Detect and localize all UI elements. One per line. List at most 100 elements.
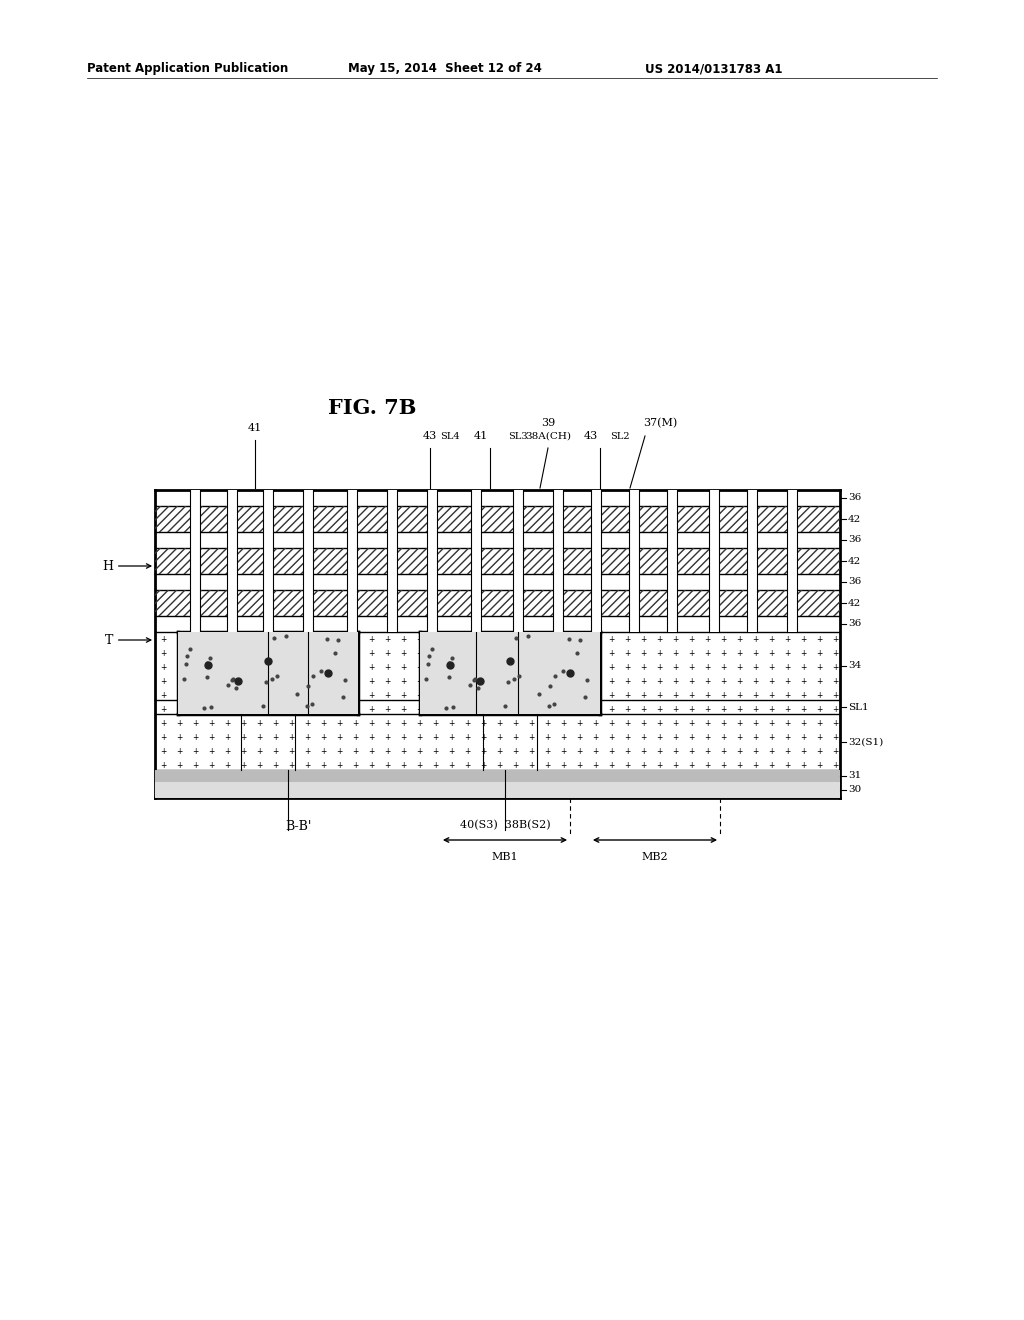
Text: +: +: [672, 734, 678, 742]
Text: +: +: [399, 649, 407, 659]
Point: [577, 686, 593, 708]
Point: [178, 653, 195, 675]
Text: +: +: [288, 747, 294, 756]
Text: +: +: [399, 705, 407, 714]
Text: +: +: [352, 677, 358, 686]
Text: +: +: [319, 747, 327, 756]
Text: +: +: [384, 664, 390, 672]
Text: +: +: [831, 664, 839, 672]
Point: [278, 626, 294, 647]
Text: +: +: [640, 649, 646, 659]
Text: +: +: [800, 719, 806, 729]
Text: +: +: [160, 762, 166, 771]
Text: +: +: [816, 649, 822, 659]
Text: +: +: [319, 734, 327, 742]
Text: +: +: [496, 747, 502, 756]
Text: +: +: [240, 719, 246, 729]
Text: +: +: [752, 762, 758, 771]
Text: +: +: [736, 762, 742, 771]
Text: +: +: [416, 635, 422, 644]
Text: +: +: [208, 719, 214, 729]
Text: +: +: [672, 635, 678, 644]
Text: +: +: [800, 734, 806, 742]
Text: +: +: [176, 705, 182, 714]
Text: 43: 43: [423, 432, 437, 441]
Text: +: +: [384, 635, 390, 644]
Text: +: +: [336, 734, 342, 742]
Text: +: +: [496, 762, 502, 771]
Text: +: +: [831, 692, 839, 701]
Text: +: +: [368, 705, 374, 714]
Text: +: +: [512, 734, 518, 742]
Text: May 15, 2014  Sheet 12 of 24: May 15, 2014 Sheet 12 of 24: [348, 62, 542, 75]
Text: +: +: [384, 705, 390, 714]
Text: +: +: [575, 762, 583, 771]
Text: +: +: [352, 664, 358, 672]
Text: +: +: [560, 719, 566, 729]
Text: +: +: [720, 649, 726, 659]
Bar: [227, 490, 237, 632]
Text: +: +: [560, 747, 566, 756]
Text: +: +: [496, 719, 502, 729]
Text: +: +: [720, 747, 726, 756]
Text: +: +: [800, 692, 806, 701]
Text: +: +: [831, 719, 839, 729]
Point: [263, 668, 280, 689]
Text: +: +: [352, 705, 358, 714]
Text: +: +: [480, 762, 486, 771]
Text: Patent Application Publication: Patent Application Publication: [87, 62, 288, 75]
Text: +: +: [608, 705, 614, 714]
Text: +: +: [447, 747, 455, 756]
Text: +: +: [384, 692, 390, 701]
Text: +: +: [191, 719, 199, 729]
Text: +: +: [560, 734, 566, 742]
Text: +: +: [560, 762, 566, 771]
Text: +: +: [672, 705, 678, 714]
Text: 41: 41: [474, 432, 488, 441]
Text: +: +: [288, 762, 294, 771]
Bar: [471, 490, 481, 632]
Text: +: +: [160, 635, 166, 644]
Text: +: +: [496, 734, 502, 742]
Text: +: +: [416, 734, 422, 742]
Point: [200, 655, 216, 676]
Text: +: +: [160, 677, 166, 686]
Text: +: +: [624, 719, 630, 729]
Text: +: +: [720, 762, 726, 771]
Text: +: +: [352, 649, 358, 659]
Point: [508, 627, 524, 648]
Text: T: T: [104, 634, 151, 647]
Point: [202, 647, 218, 668]
Text: +: +: [703, 705, 711, 714]
Text: SL4: SL4: [440, 432, 460, 441]
Text: +: +: [816, 635, 822, 644]
Text: +: +: [304, 747, 310, 756]
Text: +: +: [160, 719, 166, 729]
Text: 34: 34: [848, 661, 861, 671]
Text: +: +: [655, 677, 663, 686]
Text: +: +: [640, 692, 646, 701]
Text: +: +: [703, 635, 711, 644]
Text: +: +: [399, 719, 407, 729]
Text: +: +: [703, 762, 711, 771]
Point: [199, 652, 215, 673]
Text: +: +: [544, 719, 550, 729]
Text: 30: 30: [848, 785, 861, 795]
Text: +: +: [768, 747, 774, 756]
Text: +: +: [688, 649, 694, 659]
Text: +: +: [544, 734, 550, 742]
Text: +: +: [624, 635, 630, 644]
Text: +: +: [672, 762, 678, 771]
Text: +: +: [608, 649, 614, 659]
Text: +: +: [447, 719, 455, 729]
Text: +: +: [624, 677, 630, 686]
Bar: [591, 490, 601, 632]
Text: +: +: [160, 692, 166, 701]
Point: [223, 669, 240, 690]
Text: +: +: [608, 762, 614, 771]
Point: [472, 671, 488, 692]
Text: H: H: [102, 560, 151, 573]
Text: +: +: [831, 677, 839, 686]
Point: [335, 686, 351, 708]
Bar: [787, 490, 797, 632]
